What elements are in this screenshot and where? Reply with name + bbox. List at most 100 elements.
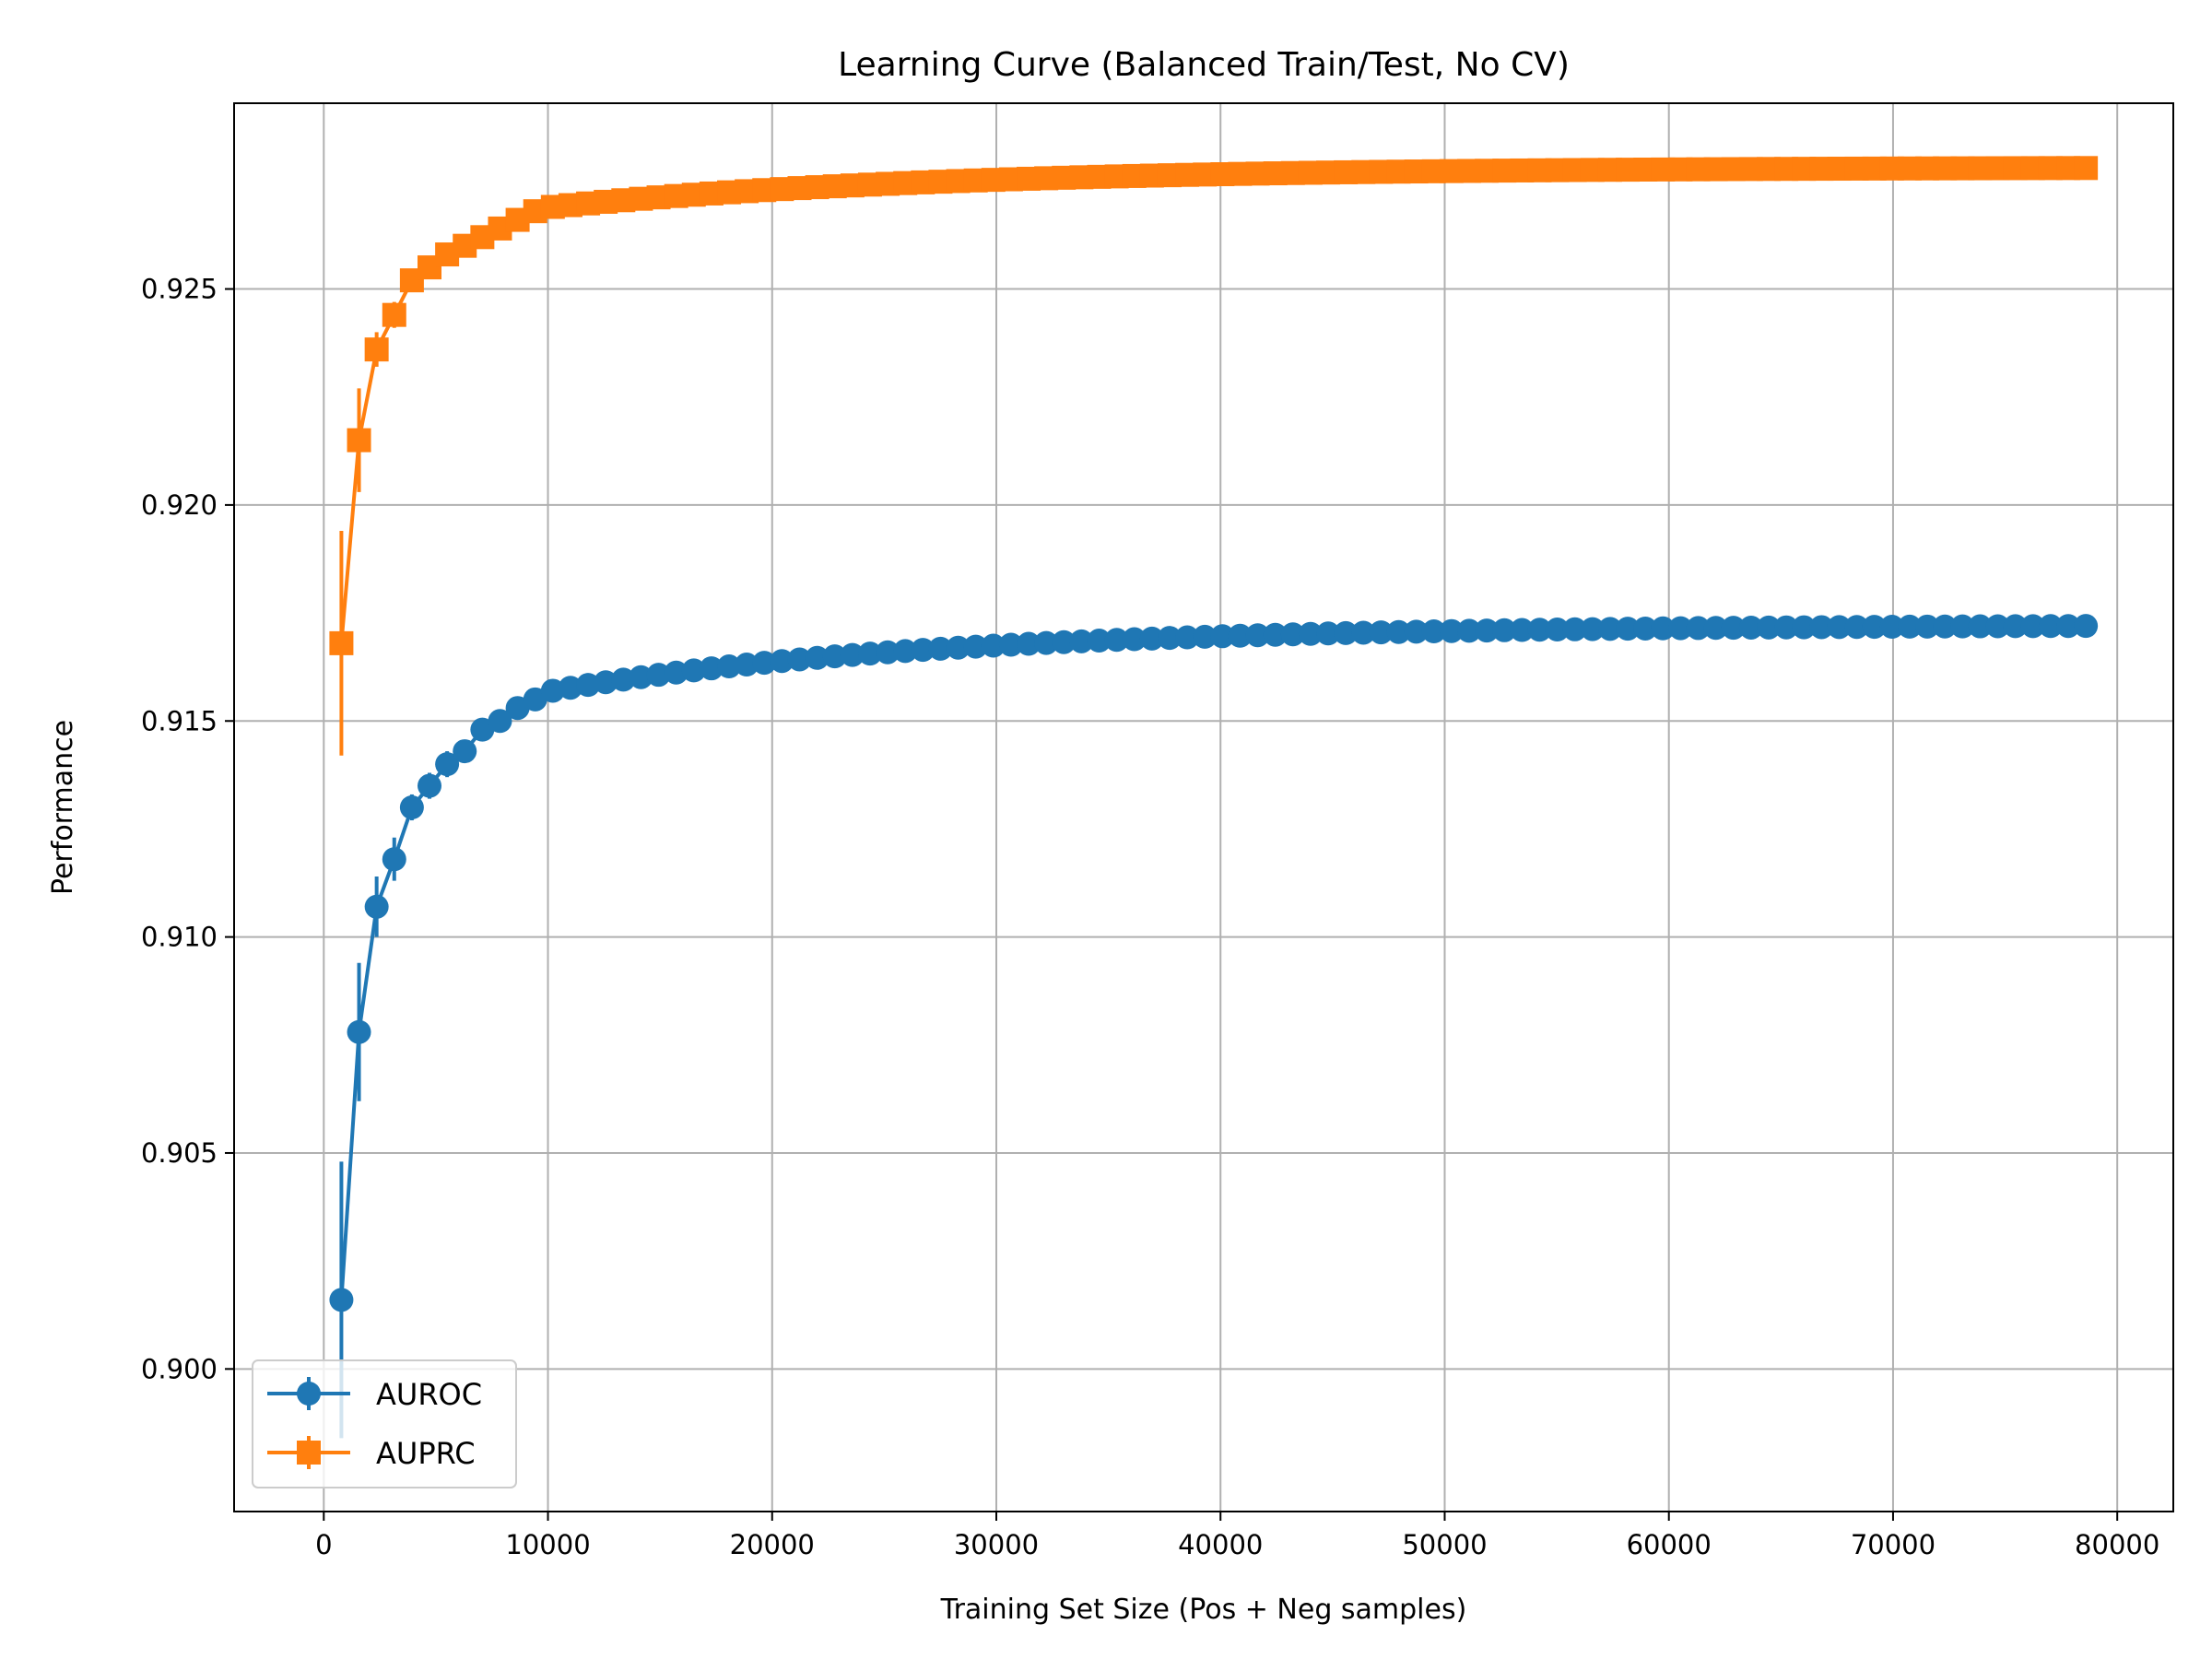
- auroc-point: [364, 894, 389, 919]
- auroc-point: [1157, 626, 1182, 651]
- auroc-point: [347, 1019, 371, 1044]
- auroc-point: [787, 647, 812, 672]
- auroc-point: [1827, 615, 1852, 640]
- x-tick-label: 60000: [1627, 1529, 1712, 1560]
- auroc-point: [488, 709, 512, 734]
- auroc-point: [1122, 627, 1147, 652]
- auroc-point: [1633, 616, 1658, 641]
- auroc-point: [1580, 617, 1605, 641]
- y-tick-label: 0.915: [141, 705, 218, 736]
- auroc-point: [1897, 614, 1922, 639]
- x-tick-label: 30000: [954, 1529, 1039, 1560]
- auroc-point: [1104, 628, 1129, 653]
- grid-lines: [234, 103, 2173, 1512]
- auroc-point: [1263, 622, 1288, 647]
- x-tick-label: 70000: [1851, 1529, 1936, 1560]
- auroc-point: [1738, 615, 1763, 640]
- auroc-point: [963, 634, 988, 659]
- auroc-point: [1985, 614, 2010, 639]
- auroc-point: [1034, 630, 1059, 655]
- legend-auprc-marker: [297, 1441, 321, 1465]
- auroc-point: [1809, 615, 1834, 640]
- auprc-point: [364, 337, 389, 362]
- auroc-point: [893, 639, 918, 664]
- auroc-point: [1228, 623, 1253, 648]
- auroc-point: [1510, 618, 1535, 642]
- plot-frame: [233, 102, 2174, 1512]
- y-tick-label: 0.925: [141, 274, 218, 305]
- series-auroc: [329, 614, 2099, 1439]
- auroc-point: [699, 656, 724, 681]
- auroc-point: [1562, 617, 1587, 641]
- auroc-point: [752, 651, 777, 676]
- auroc-point: [717, 654, 742, 679]
- x-tick-label: 80000: [2075, 1529, 2159, 1560]
- auroc-point: [418, 773, 442, 798]
- auroc-point: [540, 678, 565, 703]
- y-tick-label: 0.900: [141, 1353, 218, 1384]
- auroc-point: [1193, 624, 1218, 649]
- series-layer: [329, 156, 2099, 1439]
- auroc-point: [576, 673, 601, 698]
- auroc-point: [1017, 631, 1041, 656]
- auroc-point: [1915, 614, 1940, 639]
- legend-entry-auroc: AUROC: [267, 1377, 482, 1412]
- auroc-point: [1651, 616, 1676, 641]
- y-tick-label: 0.910: [141, 922, 218, 953]
- auroc-point: [1087, 629, 1112, 653]
- auroc-point: [1950, 614, 1975, 639]
- auroc-point: [928, 636, 953, 661]
- x-tick-label: 20000: [730, 1529, 815, 1560]
- auroc-point: [840, 642, 865, 667]
- auroc-point: [1774, 615, 1799, 640]
- auroc-point: [998, 632, 1023, 657]
- auroc-point: [399, 795, 424, 819]
- auroc-point: [1280, 622, 1305, 647]
- x-tick-label: 50000: [1402, 1529, 1487, 1560]
- auroc-point: [1351, 620, 1376, 645]
- auprc-point: [347, 428, 371, 453]
- auroc-point: [558, 676, 582, 700]
- auroc-point: [2056, 614, 2081, 639]
- axis-ticks: 0 10000 20000 30000 40000 50000 60000 70000 8000…: [141, 274, 2159, 1560]
- series-auprc: [329, 156, 2099, 756]
- auroc-point: [1069, 629, 1094, 653]
- auroc-point: [1175, 625, 1200, 650]
- x-tick-label: 10000: [505, 1529, 590, 1560]
- x-tick-label: 0: [315, 1529, 332, 1560]
- auroc-point: [664, 660, 688, 685]
- auroc-point: [435, 752, 460, 777]
- auroc-point: [629, 665, 653, 689]
- auroc-point: [805, 645, 830, 670]
- y-axis-label: Performance: [47, 720, 79, 895]
- auroc-point: [1968, 614, 1993, 639]
- auroc-point: [735, 653, 759, 677]
- legend-auroc-marker: [297, 1382, 321, 1406]
- auroc-point: [1052, 629, 1077, 654]
- auroc-point: [1421, 619, 1446, 644]
- auroc-point: [1862, 615, 1887, 640]
- auroc-point: [1475, 618, 1500, 643]
- auroc-point: [594, 670, 618, 695]
- auprc-point: [329, 630, 354, 655]
- legend-entry-auprc: AUPRC: [267, 1436, 476, 1471]
- auroc-point: [1439, 618, 1464, 643]
- x-axis-label: Training Set Size (Pos + Neg samples): [940, 1594, 1467, 1626]
- x-tick-label: 40000: [1178, 1529, 1263, 1560]
- auroc-point: [453, 739, 477, 764]
- auroc-point: [2020, 614, 2045, 639]
- auroc-point: [857, 641, 882, 666]
- auroc-point: [1386, 619, 1411, 644]
- auroc-point: [2074, 614, 2099, 639]
- auroc-point: [822, 644, 847, 669]
- legend: AUROC AUPRC: [252, 1359, 517, 1488]
- auroc-point: [770, 649, 794, 674]
- auroc-point: [1316, 621, 1341, 646]
- auroc-point: [1844, 615, 1869, 640]
- auroc-point: [1456, 618, 1481, 643]
- auroc-point: [911, 638, 935, 663]
- y-tick-label: 0.905: [141, 1137, 218, 1169]
- auroc-point: [1616, 617, 1641, 641]
- auroc-point: [1686, 616, 1711, 641]
